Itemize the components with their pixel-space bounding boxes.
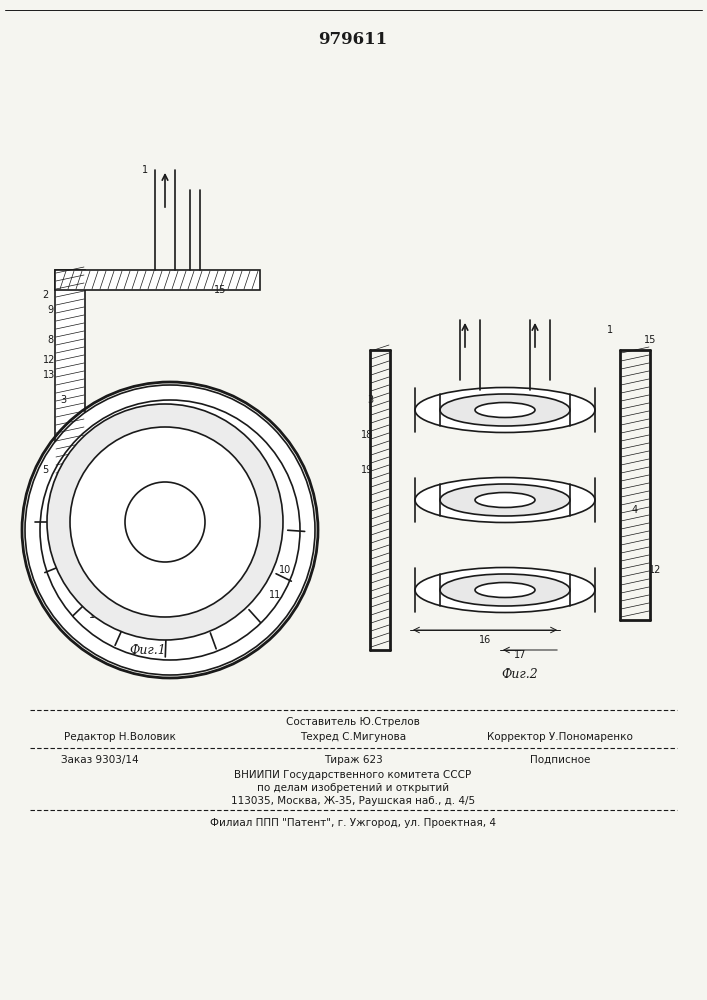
Text: 6: 6	[142, 608, 148, 618]
Text: 10: 10	[279, 565, 291, 575]
Text: Тираж 623: Тираж 623	[324, 755, 382, 765]
Text: Филиал ППП "Патент", г. Ужгород, ул. Проектная, 4: Филиал ППП "Патент", г. Ужгород, ул. Про…	[210, 818, 496, 828]
Text: 9: 9	[47, 305, 53, 315]
Text: Фиг.1: Фиг.1	[129, 644, 166, 656]
Text: 1: 1	[607, 325, 613, 335]
Polygon shape	[55, 270, 85, 510]
Text: Составитель Ю.Стрелов: Составитель Ю.Стрелов	[286, 717, 420, 727]
Text: 979611: 979611	[318, 31, 387, 48]
Ellipse shape	[415, 568, 595, 612]
Text: 18: 18	[46, 515, 58, 525]
Circle shape	[25, 385, 315, 675]
Text: 15: 15	[214, 285, 226, 295]
Circle shape	[135, 495, 205, 565]
Circle shape	[47, 404, 283, 640]
Circle shape	[125, 482, 205, 562]
Text: 4: 4	[632, 505, 638, 515]
Text: 12: 12	[649, 565, 661, 575]
Text: ВНИИПИ Государственного комитета СССР: ВНИИПИ Государственного комитета СССР	[235, 770, 472, 780]
Text: Фиг.2: Фиг.2	[502, 668, 538, 682]
Circle shape	[70, 427, 260, 617]
Ellipse shape	[83, 428, 267, 622]
Text: 18: 18	[219, 610, 231, 620]
Text: 13: 13	[43, 370, 55, 380]
Polygon shape	[55, 270, 260, 290]
Text: 18: 18	[361, 430, 373, 440]
Ellipse shape	[475, 582, 535, 597]
Text: Техред С.Мигунова: Техред С.Мигунова	[300, 732, 406, 742]
Text: Корректор У.Пономаренко: Корректор У.Пономаренко	[487, 732, 633, 742]
Ellipse shape	[415, 387, 595, 432]
Text: 15: 15	[644, 335, 656, 345]
Text: 5: 5	[42, 465, 48, 475]
Text: 8: 8	[47, 335, 53, 345]
Ellipse shape	[475, 402, 535, 418]
Text: 19: 19	[361, 465, 373, 475]
Circle shape	[85, 435, 255, 605]
Ellipse shape	[440, 574, 570, 606]
Text: 12: 12	[43, 355, 55, 365]
Text: 11: 11	[269, 590, 281, 600]
Text: 3: 3	[60, 395, 66, 405]
Text: Подписное: Подписное	[530, 755, 590, 765]
Text: 14: 14	[202, 450, 214, 460]
Text: 113035, Москва, Ж-35, Раушская наб., д. 4/5: 113035, Москва, Ж-35, Раушская наб., д. …	[231, 796, 475, 806]
Text: Редактор Н.Воловик: Редактор Н.Воловик	[64, 732, 176, 742]
Text: 17: 17	[514, 650, 526, 660]
Text: Заказ 9303/14: Заказ 9303/14	[62, 755, 139, 765]
Ellipse shape	[475, 492, 535, 508]
Circle shape	[70, 430, 270, 630]
Text: 7: 7	[95, 600, 101, 610]
Text: 4: 4	[92, 470, 98, 480]
Text: 1: 1	[142, 165, 148, 175]
Ellipse shape	[415, 478, 595, 522]
Text: 16: 16	[479, 635, 491, 645]
Text: 2: 2	[42, 290, 48, 300]
Text: по делам изобретений и открытий: по делам изобретений и открытий	[257, 783, 449, 793]
Text: 19: 19	[89, 610, 101, 620]
Ellipse shape	[440, 394, 570, 426]
Text: 3: 3	[367, 395, 373, 405]
Ellipse shape	[440, 484, 570, 516]
